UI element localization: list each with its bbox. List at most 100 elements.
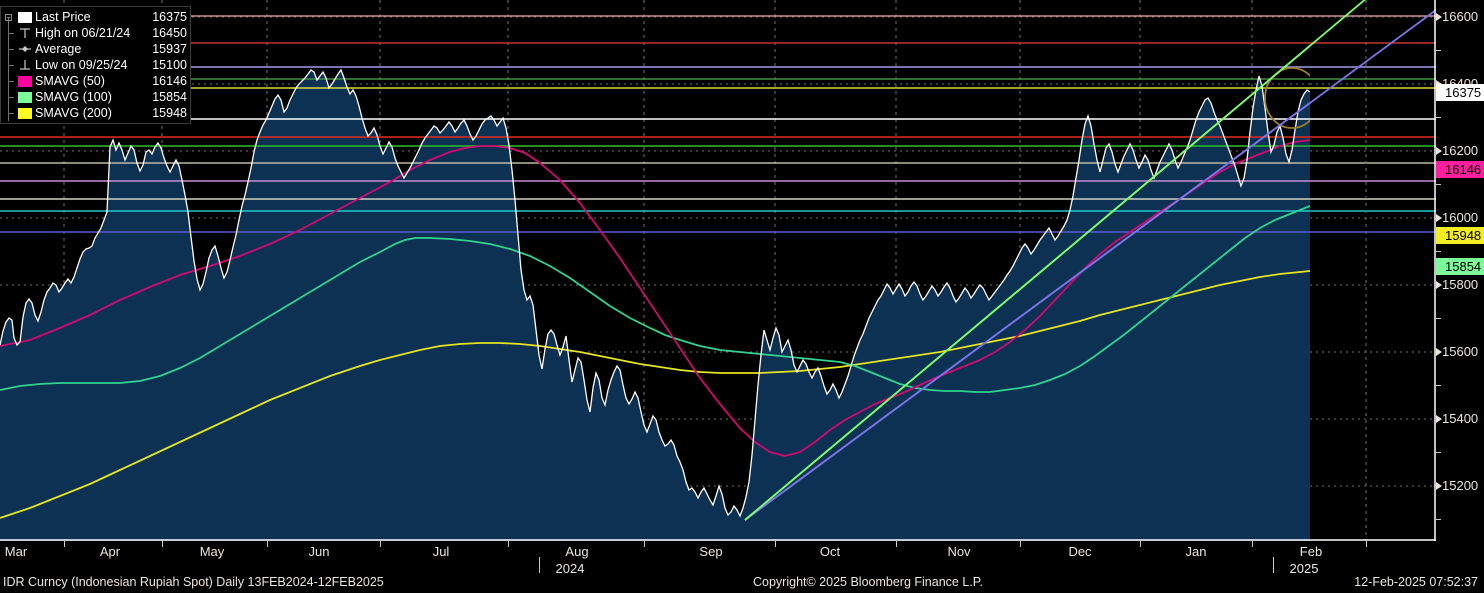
legend-value: 16375 <box>152 10 187 24</box>
legend-color-swatch-icon <box>15 75 35 87</box>
x-axis-tick <box>267 541 268 547</box>
legend-tree-icon[interactable] <box>3 105 15 121</box>
legend-high[interactable]: High on 06/21/24 16450 <box>3 25 187 41</box>
x-axis-month-label: Aug <box>565 544 589 559</box>
x-axis-month-label: Jan <box>1185 544 1207 559</box>
legend-tree-icon[interactable] <box>3 73 15 89</box>
x-axis-month-label: Jul <box>432 544 450 559</box>
legend-label: SMAVG (200) <box>35 106 112 120</box>
y-axis-tick-label: 16000 <box>1442 210 1479 225</box>
legend-smavg-50[interactable]: SMAVG (50) 16146 <box>3 73 187 89</box>
smavg100-badge[interactable]: 15854 <box>1436 258 1484 275</box>
x-axis-tick <box>162 541 163 547</box>
legend-tree-icon[interactable] <box>3 89 15 105</box>
legend-value: 15948 <box>152 106 187 120</box>
y-axis-tick-label: 15200 <box>1442 478 1479 493</box>
y-axis-tick-label: 15600 <box>1442 344 1479 359</box>
legend-value: 16146 <box>152 74 187 88</box>
legend-label: Last Price <box>35 10 91 24</box>
legend-value: 15854 <box>152 90 187 104</box>
smavg-200-line <box>0 270 1311 519</box>
smavg50-badge[interactable]: 16146 <box>1436 161 1484 178</box>
x-axis-tick <box>1140 541 1141 547</box>
legend-label: Average <box>35 42 82 56</box>
y-axis-tick-label: 16200 <box>1442 143 1479 158</box>
legend-last-price[interactable]: Last Price 16375 <box>3 9 187 25</box>
low-marker-icon <box>15 59 35 71</box>
last-price-badge[interactable]: 16375 <box>1436 84 1484 101</box>
x-axis-month-label: Oct <box>819 544 841 559</box>
future-region-mask <box>1310 0 1436 541</box>
legend-average[interactable]: Average 15937 <box>3 41 187 57</box>
y-axis-minor-tick <box>1436 50 1441 51</box>
y-axis-tick-label: 15400 <box>1442 411 1479 426</box>
x-axis-tick <box>1252 541 1253 547</box>
y-axis-minor-tick <box>1436 117 1441 118</box>
legend-color-swatch-icon <box>15 107 35 119</box>
x-axis-month-label: Sep <box>699 544 723 559</box>
x-axis-tick <box>64 541 65 547</box>
x-axis-month-label: Feb <box>1299 544 1323 559</box>
legend-value: 16450 <box>152 26 187 40</box>
security-description: IDR Curncy (Indonesian Rupiah Spot) Dail… <box>3 575 384 589</box>
legend-smavg-100[interactable]: SMAVG (100) 15854 <box>3 89 187 105</box>
chart-svg <box>0 0 1436 541</box>
smavg200-badge[interactable]: 15948 <box>1436 227 1484 244</box>
timestamp: 12-Feb-2025 07:52:37 <box>1354 575 1478 589</box>
x-axis-month-label: Dec <box>1068 544 1092 559</box>
y-axis-minor-tick <box>1436 184 1441 185</box>
x-axis: Mar Apr May Jun Jul Aug 2024 Sep Oct Nov Dec Jan Feb… <box>0 541 1436 585</box>
y-axis-tick-label: 15800 <box>1442 277 1479 292</box>
x-axis-month-label: Mar <box>4 544 28 559</box>
x-axis-year-tick <box>1273 557 1274 573</box>
smavg-100-line <box>0 205 1311 393</box>
average-marker-icon <box>15 43 35 55</box>
x-axis-month-label: Nov <box>947 544 971 559</box>
y-axis-minor-tick <box>1436 519 1441 520</box>
high-marker-icon <box>15 27 35 39</box>
legend-label: SMAVG (50) <box>35 74 105 88</box>
y-tick-arrow-icon <box>1436 482 1442 490</box>
x-axis-tick <box>896 541 897 547</box>
x-axis-tick <box>1366 541 1367 547</box>
y-axis-minor-tick <box>1436 318 1441 319</box>
x-axis-year-tick <box>539 557 540 573</box>
y-axis-tick-label: 16600 <box>1442 9 1479 24</box>
legend-tree-icon[interactable] <box>3 41 15 57</box>
y-tick-arrow-icon <box>1436 214 1442 222</box>
chart-plot-area[interactable] <box>0 0 1436 541</box>
legend-color-swatch-icon <box>15 11 35 23</box>
y-tick-arrow-icon <box>1436 415 1442 423</box>
trendline-blue-ext <box>744 9 1436 521</box>
x-axis-year-label: 2025 <box>1289 561 1319 576</box>
x-axis-tick <box>1020 541 1021 547</box>
y-axis-minor-tick <box>1436 385 1441 386</box>
x-axis-month-label: Apr <box>99 544 121 559</box>
x-axis-tick <box>775 541 776 547</box>
smavg-50-line <box>0 139 1311 457</box>
legend-tree-icon[interactable] <box>3 25 15 41</box>
x-axis-month-label: Jun <box>308 544 330 559</box>
footer-bar: IDR Curncy (Indonesian Rupiah Spot) Dail… <box>0 575 1484 593</box>
legend-tree-icon[interactable] <box>3 9 15 25</box>
legend-value: 15937 <box>152 42 187 56</box>
y-tick-arrow-icon <box>1436 13 1442 21</box>
x-axis-tick <box>380 541 381 547</box>
price-line <box>0 68 1311 518</box>
legend-smavg-200[interactable]: SMAVG (200) 15948 <box>3 105 187 121</box>
legend-low[interactable]: Low on 09/25/24 15100 <box>3 57 187 73</box>
legend-label: Low on 09/25/24 <box>35 58 128 72</box>
legend-label: High on 06/21/24 <box>35 26 131 40</box>
x-axis-tick <box>644 541 645 547</box>
y-axis: 1660016400162001600015800156001540015200… <box>1436 0 1484 541</box>
y-tick-arrow-icon <box>1436 147 1442 155</box>
price-area-fill <box>0 70 1310 541</box>
legend-label: SMAVG (100) <box>35 90 112 104</box>
x-axis-month-label: May <box>199 544 225 559</box>
legend-color-swatch-icon <box>15 91 35 103</box>
y-axis-minor-tick <box>1436 251 1441 252</box>
legend-tree-icon[interactable] <box>3 57 15 73</box>
x-axis-year-label: 2024 <box>555 561 585 576</box>
chart-legend[interactable]: Last Price 16375 High on 06/21/24 16450 Aver… <box>0 6 191 124</box>
